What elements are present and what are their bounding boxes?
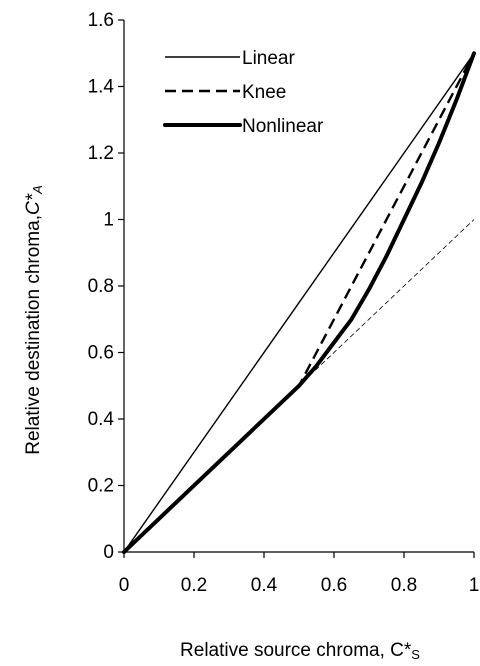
legend-label-linear: Linear <box>242 48 295 69</box>
y-tick-label: 0.4 <box>88 409 115 430</box>
y-axis-title: Relative destination chroma,C*A <box>23 185 45 455</box>
y-tick-label: 1 <box>103 210 114 231</box>
x-tick-label: 0.8 <box>391 575 417 596</box>
legend: Linear Knee Nonlinear <box>163 48 324 137</box>
y-tick-label: 0.2 <box>88 476 114 497</box>
plot-area <box>122 51 476 554</box>
y-tick-label: 1.2 <box>88 143 114 164</box>
x-tick-label: 1 <box>469 575 480 596</box>
y-tick-label: 0.6 <box>88 343 114 364</box>
series-line-nonlinear <box>122 51 476 554</box>
x-tick-label: 0 <box>119 575 130 596</box>
x-axis-title: Relative source chroma, C*S <box>180 640 420 662</box>
axis-titles: Relative source chroma, C*S Relative dest… <box>23 185 420 662</box>
y-tick-label: 0.8 <box>88 276 114 297</box>
legend-label-knee: Knee <box>242 82 286 103</box>
y-tick-label: 1.4 <box>88 77 115 98</box>
series-line-knee <box>123 52 476 553</box>
x-tick-label: 0.4 <box>251 575 278 596</box>
legend-label-nonlinear: Nonlinear <box>242 116 324 137</box>
y-tick-label: 1.6 <box>88 10 114 31</box>
axes: 0 0.2 0.4 0.6 0.8 1 1.2 1.4 1.6 0 0.2 0.4 0.6 0.8 1 <box>88 10 480 596</box>
series-line-linear <box>123 52 475 553</box>
x-tick-label: 0.2 <box>181 575 207 596</box>
x-tick-label: 0.6 <box>321 575 347 596</box>
y-tick-label: 0 <box>103 542 114 563</box>
